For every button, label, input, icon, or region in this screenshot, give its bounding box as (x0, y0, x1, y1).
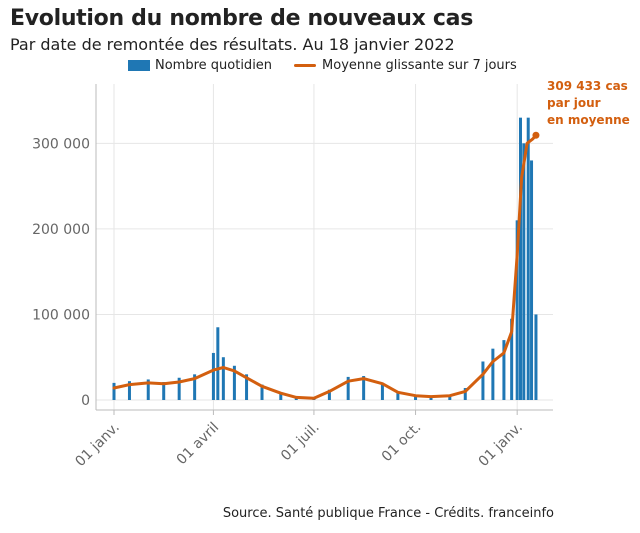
bar (491, 348, 495, 400)
legend: Nombre quotidien Moyenne glissante sur 7… (128, 58, 517, 73)
bar (221, 357, 225, 400)
bar (211, 352, 215, 400)
annotation-text: 309 433 cas (547, 79, 628, 93)
bar (216, 327, 220, 400)
annotation-text: par jour (547, 96, 601, 110)
bar (463, 388, 467, 400)
y-tick-label: 300 000 (32, 136, 90, 152)
y-tick-label: 200 000 (32, 222, 90, 238)
bar (162, 382, 166, 400)
legend-bars-swatch (128, 60, 150, 71)
bar (279, 392, 283, 400)
x-tick-label: 01 oct. (379, 420, 425, 466)
x-tick-label: 01 janv. (72, 420, 122, 470)
bar (518, 117, 522, 401)
bar (534, 314, 538, 400)
bar (245, 374, 249, 400)
bar (362, 376, 366, 400)
y-tick-label: 0 (81, 393, 90, 409)
bar (193, 374, 197, 400)
bar (112, 382, 116, 400)
x-tick-label: 01 avril (174, 420, 223, 469)
annotation-text: en moyenne (547, 113, 630, 127)
bar (177, 377, 181, 400)
bar (346, 376, 350, 400)
bar (327, 389, 331, 400)
bar (396, 391, 400, 400)
bar (380, 382, 384, 400)
chart-title: Evolution du nombre de nouveaux cas (10, 6, 473, 31)
bar (232, 365, 236, 400)
bar (260, 384, 264, 400)
series-line (112, 133, 538, 400)
source-credit: Source. Santé publique France - Crédits.… (222, 506, 554, 521)
x-tick-label: 01 juil. (278, 420, 323, 465)
bar (530, 160, 534, 400)
bar (448, 394, 452, 400)
x-tick-label: 01 janv. (476, 420, 526, 470)
bar (127, 381, 131, 400)
legend-line-label: Moyenne glissante sur 7 jours (322, 58, 517, 73)
chart-subtitle: Par date de remontée des résultats. Au 1… (10, 35, 455, 54)
bar (481, 361, 485, 400)
bar (502, 340, 506, 400)
legend-bars-label: Nombre quotidien (155, 58, 273, 73)
last-point-marker (532, 131, 540, 139)
legend-line-swatch (294, 64, 317, 67)
y-tick-label: 100 000 (32, 307, 90, 323)
bar (414, 394, 418, 400)
bar (526, 117, 530, 401)
bar (510, 318, 514, 400)
bar (515, 220, 519, 400)
bar (146, 379, 150, 400)
bar (522, 143, 526, 401)
